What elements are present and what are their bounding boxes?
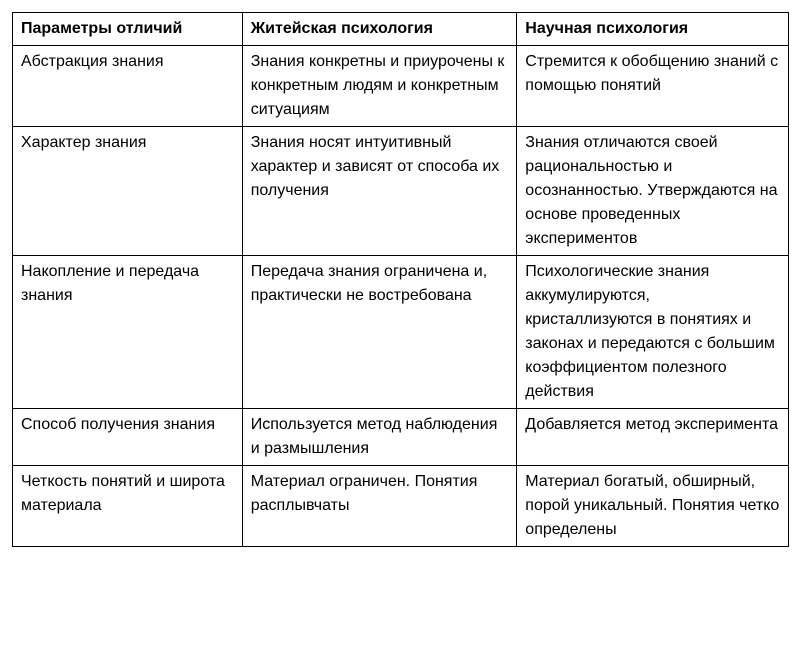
- table-cell: Психологические знания аккумулируются, к…: [517, 256, 789, 409]
- table-cell: Абстракция знания: [13, 46, 243, 127]
- table-row: Четкость понятий и широта материала Мате…: [13, 466, 789, 547]
- table-cell: Четкость понятий и широта материала: [13, 466, 243, 547]
- table-cell: Добавляется метод эксперимента: [517, 409, 789, 466]
- table-cell: Стремится к обобщению знаний с помощью п…: [517, 46, 789, 127]
- table-row: Абстракция знания Знания конкретны и при…: [13, 46, 789, 127]
- table-cell: Знания конкретны и приурочены к конкретн…: [242, 46, 517, 127]
- table-header-cell: Научная психология: [517, 13, 789, 46]
- table-cell: Знания носят интуитивный характер и зави…: [242, 127, 517, 256]
- table-cell: Материал богатый, обширный, порой уникал…: [517, 466, 789, 547]
- table-cell: Используется метод наблюдения и размышле…: [242, 409, 517, 466]
- comparison-table: Параметры отличий Житейская психология Н…: [12, 12, 789, 547]
- table-header-row: Параметры отличий Житейская психология Н…: [13, 13, 789, 46]
- table-header-cell: Параметры отличий: [13, 13, 243, 46]
- table-row: Накопление и передача знания Передача зн…: [13, 256, 789, 409]
- table-cell: Передача знания ограничена и, практическ…: [242, 256, 517, 409]
- table-cell: Характер знания: [13, 127, 243, 256]
- table-row: Способ получения знания Используется мет…: [13, 409, 789, 466]
- table-cell: Накопление и передача знания: [13, 256, 243, 409]
- table-cell: Материал ограничен. Понятия расплывчаты: [242, 466, 517, 547]
- table-row: Характер знания Знания носят интуитивный…: [13, 127, 789, 256]
- table-cell: Знания отличаются своей рациональностью …: [517, 127, 789, 256]
- table-cell: Способ получения знания: [13, 409, 243, 466]
- table-header-cell: Житейская психология: [242, 13, 517, 46]
